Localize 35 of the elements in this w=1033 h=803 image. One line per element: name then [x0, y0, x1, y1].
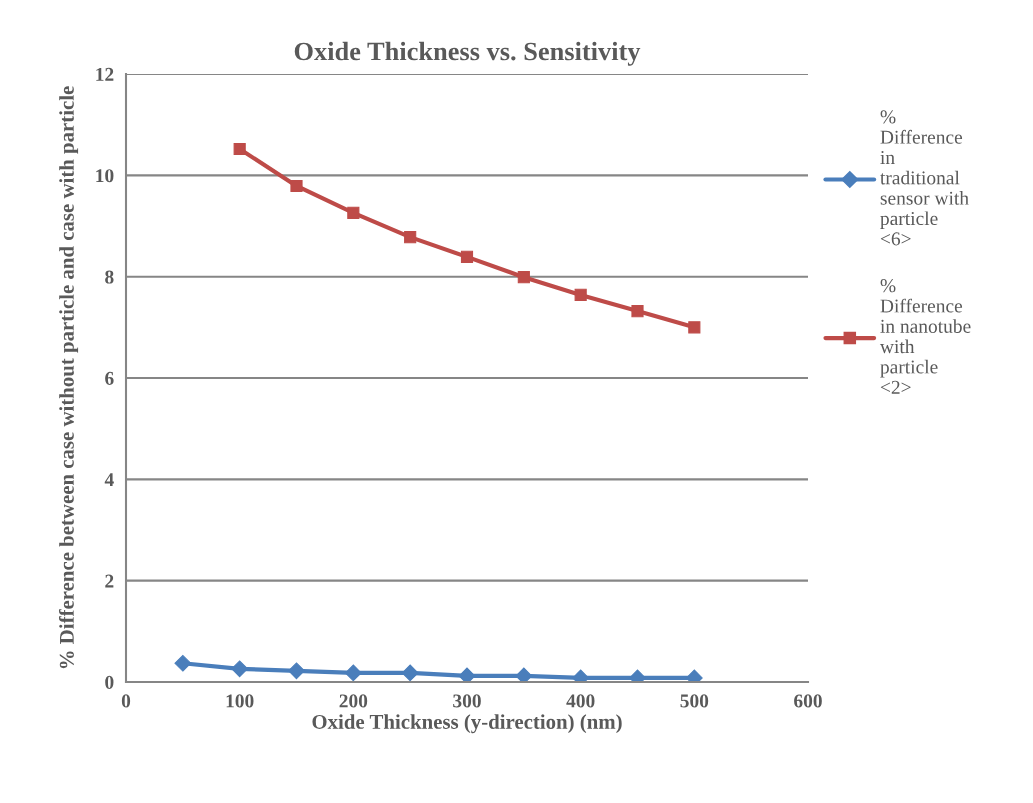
y-tick-label: 0 — [105, 675, 114, 689]
point — [458, 667, 476, 682]
point — [290, 179, 303, 193]
point — [631, 305, 644, 318]
point — [517, 271, 530, 284]
x-tick-label: 0 — [121, 694, 131, 708]
x-tick-label: 600 — [794, 694, 822, 708]
chart-title: Oxide Thickness vs. Sensitivity — [294, 41, 641, 66]
y-axis-title: % Difference between case without particle and case with particle — [58, 86, 79, 669]
point — [233, 142, 246, 156]
y-tick-label: 12 — [96, 67, 114, 81]
point — [404, 231, 417, 244]
y-tick-label: 2 — [105, 574, 114, 588]
point — [460, 250, 474, 263]
y-tick-label: 4 — [104, 473, 114, 487]
point — [688, 321, 701, 334]
y-tick-label: 8 — [105, 270, 114, 284]
point — [347, 206, 360, 219]
point — [174, 654, 192, 672]
x-axis-title: Oxide Thickness (y-direction) (nm) — [312, 714, 622, 734]
point — [515, 667, 533, 682]
point — [574, 288, 587, 301]
x-tick-label: 500 — [680, 694, 709, 708]
legend-label: % Difference in traditional sensor with particle <6> — [880, 110, 969, 246]
x-tick-label: 200 — [339, 694, 368, 708]
x-tick-label: 400 — [566, 694, 595, 708]
x-tick-label: 100 — [226, 694, 254, 708]
y-tick-label: 10 — [96, 169, 114, 183]
point — [231, 660, 249, 678]
point — [344, 664, 362, 682]
legend-label: % Difference in nanotube with particle <2> — [879, 279, 971, 394]
y-tick-label: 6 — [105, 371, 114, 385]
x-tick-label: 300 — [453, 694, 481, 708]
point — [401, 664, 419, 682]
point — [288, 662, 305, 680]
